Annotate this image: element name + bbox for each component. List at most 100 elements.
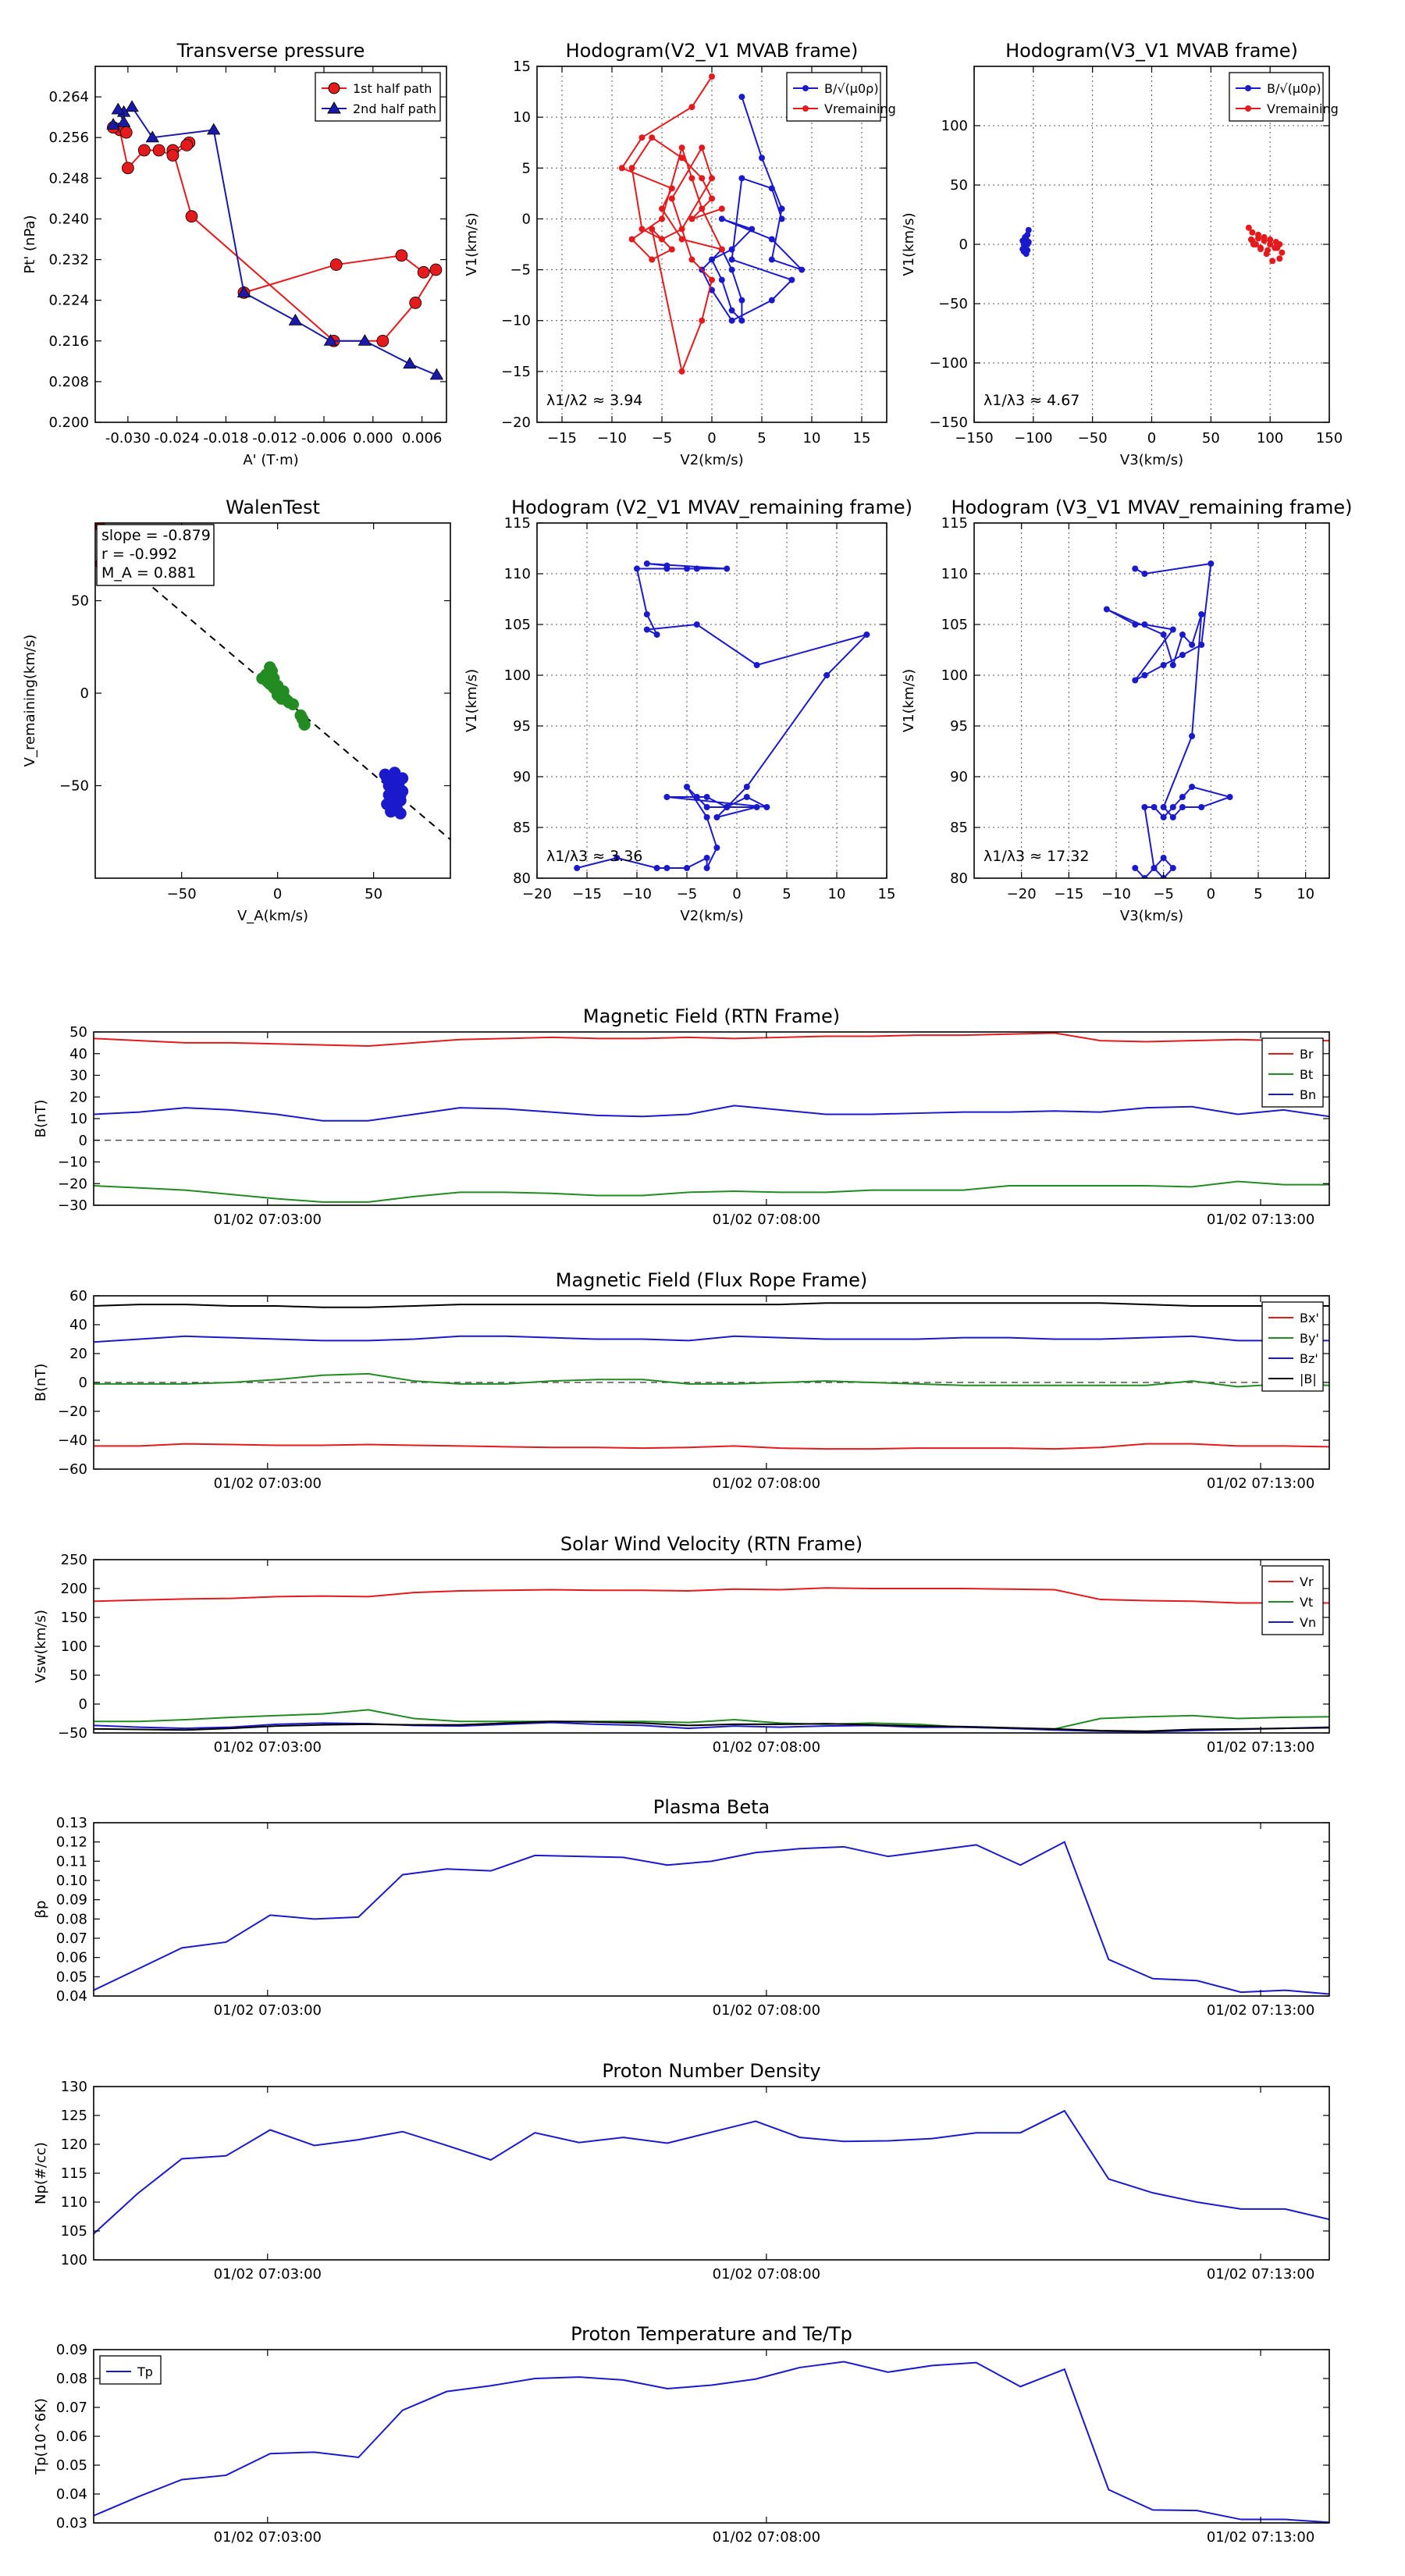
data-point [749, 226, 756, 233]
y-axis-label: Vsw(km/s) [33, 1610, 49, 1683]
data-point [1226, 794, 1233, 800]
data-point [1169, 804, 1176, 810]
chart-title: Hodogram (V3_V1 MVAV_remaining frame) [951, 496, 1352, 518]
y-tick-label: 105 [504, 617, 531, 633]
data-point [649, 134, 656, 141]
y-tick-label: 0.10 [56, 1873, 87, 1889]
data-point [1208, 560, 1215, 567]
legend-marker [328, 82, 340, 94]
y-tick-label: 50 [950, 177, 968, 194]
data-point [121, 162, 134, 175]
y-tick-label: 0.05 [56, 1969, 87, 1985]
data-point [618, 165, 625, 172]
y-tick-label: 110 [504, 566, 531, 582]
data-point [668, 185, 675, 192]
y-tick-label: −15 [501, 364, 531, 380]
series-line-|B| [94, 1302, 1329, 1308]
data-point [1189, 784, 1196, 790]
legend-box [1229, 72, 1324, 122]
plot-area [94, 1302, 1329, 1450]
data-point [663, 794, 670, 800]
x-tick-label: −50 [167, 886, 197, 902]
x-tick-label: -0.024 [155, 430, 200, 447]
x-tick-label: 01/02 07:03:00 [214, 2266, 322, 2282]
stats-line: M_A = 0.881 [101, 564, 196, 582]
legend-label: Vremaining [1267, 101, 1339, 116]
y-axis-label: βp [33, 1901, 49, 1919]
y-tick-label: 250 [61, 1552, 87, 1568]
data-point [709, 276, 715, 283]
data-point [1198, 611, 1205, 617]
chart-title: Hodogram(V3_V1 MVAB frame) [1005, 40, 1298, 62]
ratio-annotation: λ1/λ2 ≈ 3.94 [546, 392, 642, 409]
x-tick-label: -0.012 [252, 430, 297, 447]
data-point [1245, 224, 1252, 231]
x-tick-label: −10 [622, 886, 652, 902]
data-point [659, 236, 665, 243]
data-point [1198, 642, 1205, 648]
data-point [738, 317, 745, 324]
x-axis-label: V2(km/s) [680, 452, 743, 468]
data-point [638, 226, 646, 233]
y-tick-label: 95 [950, 718, 968, 735]
y-tick-label: −50 [58, 1725, 87, 1742]
x-tick-label: −15 [547, 430, 577, 447]
legend-marker [802, 85, 809, 91]
data-point [1267, 241, 1274, 247]
y-tick-label: 60 [69, 1288, 87, 1304]
y-tick-label: −100 [930, 355, 968, 372]
series-line-B/√(μ0ρ) [700, 96, 802, 323]
data-point [1247, 236, 1254, 243]
y-tick-label: 80 [950, 870, 968, 887]
x-tick-label: 01/02 07:08:00 [713, 1739, 820, 1756]
x-axis-label: V2(km/s) [680, 908, 743, 924]
legend-marker [802, 105, 809, 112]
data-point [753, 804, 760, 810]
legend: B/√(μ0ρ) Vremaining [1229, 72, 1339, 122]
data-point [1025, 226, 1032, 233]
data-point [323, 333, 338, 346]
legend-label: B/√(μ0ρ) [1267, 81, 1321, 96]
data-point [718, 246, 725, 253]
y-tick-label: 80 [513, 870, 531, 887]
x-tick-label: 01/02 07:08:00 [713, 1212, 820, 1228]
series-line-Br [94, 1032, 1329, 1048]
y-tick-label: 30 [69, 1068, 87, 1084]
data-point [724, 804, 731, 810]
data-point [1141, 875, 1148, 878]
series-line-Vblack [94, 1720, 1329, 1732]
data-point [778, 215, 785, 222]
y-tick-label: 85 [950, 820, 968, 836]
data-point [1169, 865, 1176, 871]
x-tick-label: −150 [955, 430, 993, 447]
data-point [668, 246, 675, 253]
chart-tp2: Proton Temperature and Te/Tp 01/02 07:03:… [33, 2323, 1330, 2546]
chart-title: Proton Number Density [602, 2060, 820, 2082]
data-point [1132, 565, 1139, 572]
y-tick-label: 100 [504, 667, 531, 684]
data-point [628, 165, 635, 172]
data-point [728, 256, 735, 263]
x-tick-label: 01/02 07:13:00 [1207, 1739, 1314, 1756]
plot-area [1103, 560, 1233, 878]
chart-title: Magnetic Field (Flux Rope Frame) [556, 1269, 867, 1291]
y-tick-label: 120 [61, 2137, 87, 2153]
legend-label: Bz' [1300, 1351, 1318, 1366]
x-tick-label: 15 [853, 430, 871, 447]
y-tick-label: −50 [59, 778, 89, 795]
data-point [703, 865, 710, 871]
data-point [417, 265, 430, 279]
legend-label: Br [1300, 1047, 1314, 1062]
y-axis-label: V1(km/s) [901, 212, 917, 276]
y-tick-label: 100 [61, 1638, 87, 1655]
y-tick-label: 0 [959, 237, 968, 253]
data-point [703, 814, 710, 820]
y-tick-label: 0.09 [56, 1892, 87, 1909]
plot-area [94, 2361, 1329, 2523]
data-point [668, 195, 675, 202]
data-point [768, 256, 775, 263]
plot-area [574, 560, 870, 871]
y-tick-label: 40 [69, 1317, 87, 1333]
y-tick-label: 105 [61, 2223, 87, 2240]
